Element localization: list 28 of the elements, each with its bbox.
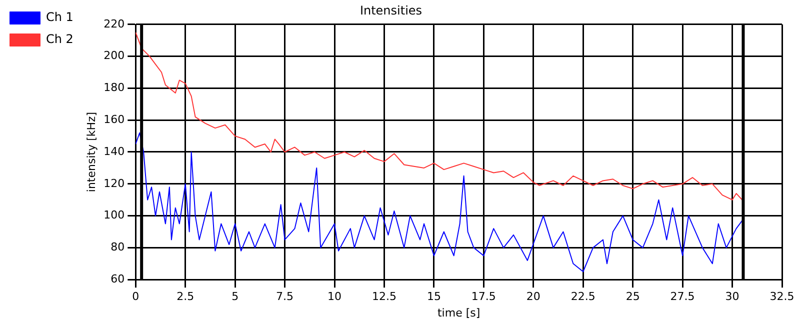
- y-tick-label: 140: [104, 144, 125, 158]
- x-tick-label: 2.5: [176, 290, 194, 304]
- y-tick-label: 180: [104, 81, 125, 94]
- x-tick-label: 22.5: [570, 290, 596, 304]
- x-tick-label: 30: [725, 290, 740, 304]
- y-tick-label: 160: [104, 112, 125, 126]
- x-tick-label: 0: [132, 290, 140, 304]
- y-tick-label: 120: [104, 176, 125, 190]
- x-tick-label: 15: [426, 290, 441, 304]
- legend-label: Ch 2: [46, 32, 74, 46]
- chart-title: Intensities: [360, 3, 422, 18]
- x-tick-label: 20: [526, 290, 540, 304]
- y-tick-label: 220: [104, 17, 125, 30]
- x-tick-label: 5: [232, 290, 239, 304]
- y-tick-label: 100: [104, 208, 125, 222]
- y-tick-label: 200: [104, 49, 125, 62]
- x-tick-label: 27.5: [670, 290, 695, 304]
- y-tick-label: 60: [110, 272, 125, 286]
- x-tick-label: 12.5: [372, 290, 396, 304]
- x-tick-label: 10: [328, 290, 342, 304]
- y-axis-title: intensity [kHz]: [84, 112, 98, 192]
- x-tick-label: 25: [626, 290, 640, 304]
- legend-label: Ch 1: [46, 10, 74, 24]
- x-tick-label: 17.5: [471, 290, 496, 304]
- y-tick-label: 80: [110, 240, 125, 254]
- x-axis-title: time [s]: [437, 306, 480, 320]
- x-tick-label: 7.5: [276, 290, 294, 304]
- x-tick-label: 32.5: [770, 290, 794, 304]
